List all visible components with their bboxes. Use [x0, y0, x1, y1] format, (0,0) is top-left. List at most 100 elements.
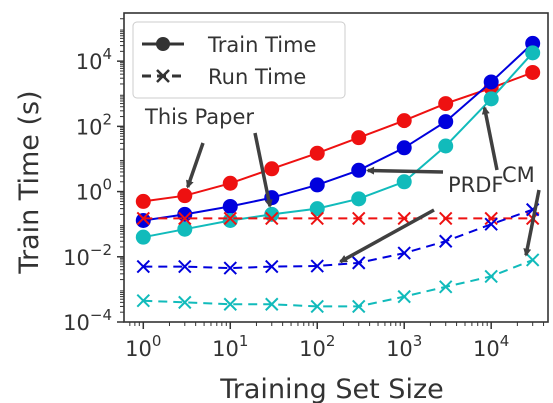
plot-frame — [123, 12, 549, 323]
series-line-train-time-cm — [143, 52, 534, 239]
legend: Train Time Run Time — [132, 21, 346, 99]
data-point — [484, 269, 498, 284]
data-point — [309, 145, 325, 161]
data-point — [352, 211, 366, 226]
y-tick-label: 100 — [76, 176, 112, 205]
data-point — [438, 96, 454, 112]
y-tick-label: 104 — [76, 45, 112, 74]
data-point — [351, 130, 367, 146]
annotation-arrow — [523, 189, 541, 257]
x-tick-label: 101 — [212, 332, 248, 361]
data-point — [265, 211, 279, 226]
x-tick-exponent: 4 — [500, 332, 510, 350]
data-point — [178, 295, 192, 310]
y-tick-exponent: 2 — [102, 110, 112, 128]
data-point — [136, 211, 151, 226]
data-point — [177, 188, 193, 204]
data-point — [484, 217, 498, 231]
data-point — [396, 174, 412, 190]
data-point — [351, 191, 367, 207]
data-point — [310, 211, 324, 226]
data-point — [351, 162, 367, 178]
series-run-time-prdf — [136, 202, 540, 275]
data-point — [438, 114, 454, 130]
data-point — [222, 212, 238, 228]
y-axis-label: Train Time (s) — [14, 90, 45, 274]
data-point — [396, 140, 412, 156]
x-tick-label: 104 — [473, 332, 509, 361]
x-tick-label: 102 — [299, 332, 335, 361]
annotation-arrow — [481, 106, 499, 171]
data-point — [483, 74, 499, 90]
y-tick-exponent: 0 — [102, 176, 112, 194]
data-point — [439, 234, 453, 248]
data-point — [484, 211, 498, 226]
data-point — [135, 193, 151, 209]
data-point — [135, 212, 151, 228]
data-point — [265, 259, 279, 274]
data-point — [136, 259, 151, 274]
data-point — [396, 113, 412, 129]
data-point — [222, 198, 238, 214]
y-tick-label: 10−4 — [63, 306, 112, 335]
x-tick-exponent: 3 — [413, 332, 423, 350]
y-tick-label: 102 — [76, 110, 112, 139]
annotation-this-paper: This Paper — [144, 105, 254, 129]
legend-train-label: Train Time — [207, 33, 316, 57]
data-point — [178, 259, 192, 274]
annotation-prdf: PRDF — [448, 173, 504, 197]
y-tick-exponent: 4 — [102, 45, 112, 63]
annotation-arrow — [339, 208, 435, 264]
data-point — [439, 280, 453, 294]
y-tick-exponent: −2 — [90, 241, 112, 259]
data-point — [439, 211, 453, 226]
data-point — [223, 211, 237, 226]
data-point — [525, 45, 541, 61]
data-point — [310, 259, 324, 273]
annotation-cm: CM — [502, 163, 535, 187]
legend-run-marker — [156, 69, 170, 83]
x-tick-label: 100 — [125, 332, 161, 361]
x-tick-exponent: 2 — [326, 332, 336, 350]
series-run-time-this-paper — [136, 211, 540, 226]
data-point — [525, 64, 541, 80]
legend-box — [132, 21, 346, 99]
axes-frame — [117, 12, 549, 329]
legend-train-marker — [156, 37, 170, 51]
x-tick-exponent: 1 — [239, 332, 249, 350]
data-point — [223, 261, 237, 275]
data-point — [135, 229, 151, 245]
series-run-time-cm — [136, 253, 540, 314]
data-point — [222, 175, 238, 191]
x-tick-label: 103 — [386, 332, 422, 361]
plot-area — [135, 35, 541, 314]
annotation-arrow — [186, 142, 205, 189]
data-point — [525, 253, 540, 267]
data-point — [310, 299, 324, 314]
y-tick-exponent: −4 — [90, 306, 112, 324]
annotation-arrows — [186, 106, 541, 264]
series-line-run-time-prdf — [143, 208, 534, 270]
data-point — [223, 297, 237, 311]
x-axis-label: Training Set Size — [219, 374, 443, 403]
data-point — [265, 297, 279, 311]
series-line-train-time-prdf — [143, 42, 534, 222]
series-train-time-cm — [135, 45, 541, 245]
data-point — [397, 246, 411, 260]
data-point — [178, 211, 192, 226]
data-point — [136, 293, 151, 308]
data-point — [264, 161, 280, 177]
data-point — [483, 91, 499, 107]
y-tick-label: 10−2 — [63, 241, 112, 270]
series-line-run-time-cm — [143, 259, 534, 308]
data-point — [352, 256, 366, 270]
data-point — [397, 289, 411, 304]
series-line-train-time-this-paper — [143, 71, 534, 203]
legend-run-label: Run Time — [208, 65, 306, 89]
data-point — [309, 177, 325, 193]
annotation-arrow — [366, 166, 444, 175]
annotation-arrow — [253, 132, 273, 208]
data-point — [309, 201, 325, 217]
series-train-time-this-paper — [135, 64, 541, 209]
